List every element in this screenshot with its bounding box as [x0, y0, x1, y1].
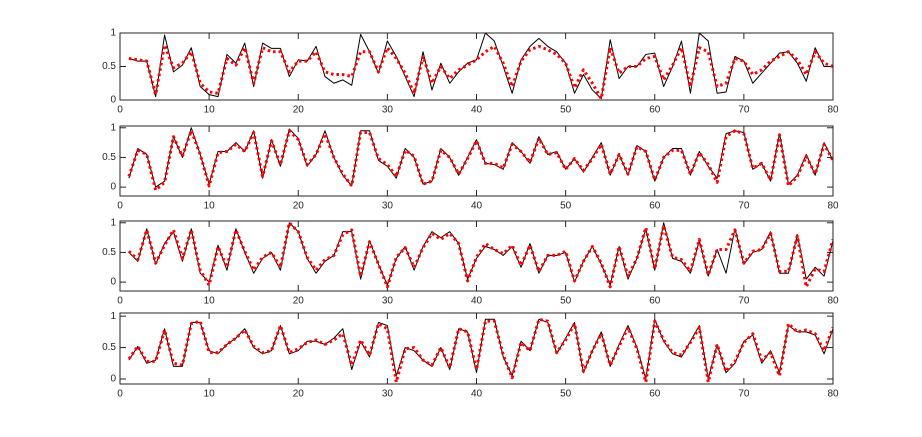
subplot: 0 10 20 30 40 50 60 70 80 0 0.5 1: [102, 122, 839, 211]
x-tick-label: 50: [560, 296, 572, 307]
plot-area: [127, 317, 833, 384]
data-line: [127, 221, 833, 289]
y-tick-label: 0.5: [102, 152, 116, 163]
y-tick-label: 1: [110, 28, 116, 39]
x-tick-label: 10: [204, 389, 216, 400]
y-tick-label: 0.5: [102, 61, 116, 72]
x-tick-label: 0: [117, 389, 123, 400]
x-tick-label: 80: [827, 105, 839, 116]
x-tick-label: 20: [293, 105, 305, 116]
subplot: 0 10 20 30 40 50 60 70 80 0 0.5 1: [102, 217, 839, 306]
y-tick-label: 0.5: [102, 247, 116, 258]
y-tick-label: 0: [110, 374, 116, 385]
x-tick-label: 40: [471, 389, 483, 400]
y-tick-label: 1: [110, 122, 116, 133]
y-tick-label: 0.5: [102, 342, 116, 353]
axes-box: [119, 220, 834, 292]
x-tick-label: 80: [827, 296, 839, 307]
y-tick-label: 0: [110, 182, 116, 193]
subplot: 0 10 20 30 40 50 60 70 80 0 0.5 1: [102, 311, 839, 400]
x-tick-label: 10: [204, 296, 216, 307]
x-tick-label: 20: [293, 201, 305, 212]
axes-box: [119, 32, 834, 101]
x-tick-label: 30: [382, 389, 394, 400]
x-tick-label: 10: [204, 201, 216, 212]
x-tick-label: 30: [382, 201, 394, 212]
axes-box: [119, 125, 834, 197]
plot-area: [127, 221, 833, 289]
axes-box: [119, 312, 834, 385]
y-tick-label: 0: [110, 277, 116, 288]
y-tick-label: 1: [110, 217, 116, 228]
x-tick-label: 40: [471, 105, 483, 116]
x-tick-label: 20: [293, 296, 305, 307]
x-tick-label: 50: [560, 389, 572, 400]
x-tick-label: 60: [649, 296, 661, 307]
x-tick-label: 10: [204, 105, 216, 116]
x-tick-label: 70: [738, 201, 750, 212]
x-tick-label: 40: [471, 296, 483, 307]
x-tick-label: 30: [382, 296, 394, 307]
y-tick-label: 0: [110, 95, 116, 106]
x-tick-label: 80: [827, 389, 839, 400]
x-tick-label: 0: [117, 201, 123, 212]
data-line: [128, 43, 833, 100]
axes-background: [120, 313, 833, 384]
plot-area: [128, 33, 833, 100]
x-tick-label: 60: [649, 105, 661, 116]
subplot: 0 10 20 30 40 50 60 70 80 0 0.5 1: [102, 28, 839, 116]
x-tick-label: 70: [738, 105, 750, 116]
x-tick-label: 60: [649, 389, 661, 400]
data-line: [127, 129, 833, 192]
axes-background: [120, 33, 833, 100]
x-tick-label: 0: [117, 105, 123, 116]
x-tick-label: 80: [827, 201, 839, 212]
x-tick-label: 60: [649, 201, 661, 212]
x-tick-label: 50: [560, 105, 572, 116]
x-tick-label: 50: [560, 201, 572, 212]
x-tick-label: 70: [738, 296, 750, 307]
x-tick-label: 20: [293, 389, 305, 400]
x-tick-label: 70: [738, 389, 750, 400]
plot-area: [127, 127, 833, 192]
data-line: [127, 317, 833, 384]
x-tick-label: 0: [117, 296, 123, 307]
x-tick-label: 40: [471, 201, 483, 212]
x-tick-label: 30: [382, 105, 394, 116]
axes-background: [120, 126, 833, 196]
y-tick-label: 1: [110, 311, 116, 322]
